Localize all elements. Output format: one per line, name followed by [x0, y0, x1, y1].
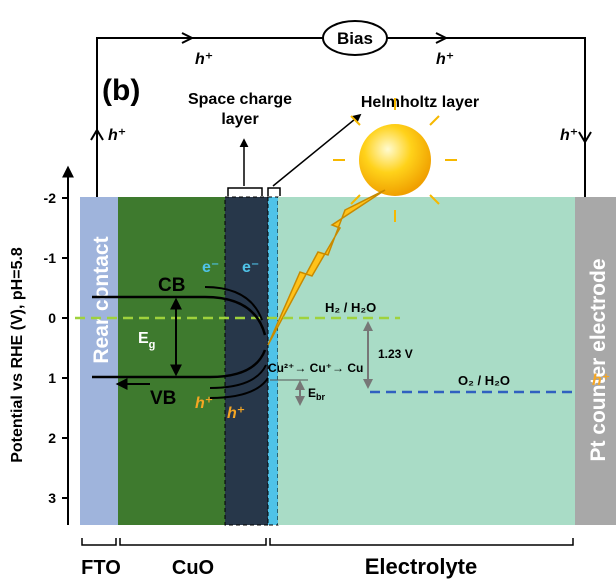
y-tick-label: 3 — [48, 490, 56, 506]
electron-label: e⁻ — [202, 259, 219, 276]
hole-label: h⁺ — [436, 51, 454, 68]
y-tick-label: 0 — [48, 310, 56, 326]
cb-label: CB — [158, 275, 185, 296]
hole-label: h⁺ — [560, 127, 578, 144]
hole-label: h⁺ — [195, 395, 213, 412]
fto-label: FTO — [81, 557, 121, 579]
circuit-wire — [97, 38, 585, 197]
rear-contact-label: Rear contact — [90, 236, 113, 363]
cuo-label: CuO — [172, 557, 214, 579]
electron-label: e⁻ — [242, 259, 259, 276]
hole-label: h⁺ — [592, 372, 610, 389]
y-tick-label: -2 — [44, 190, 57, 206]
y-tick-label: 1 — [48, 370, 56, 386]
space-charge-label: Space charge — [188, 91, 292, 108]
bracket — [228, 188, 262, 196]
helmholtz-label: Helmholtz layer — [361, 94, 479, 111]
space-charge-layer — [225, 197, 268, 525]
electrolyte-label: Electrolyte — [365, 554, 478, 579]
voltage-label: 1.23 V — [378, 347, 413, 361]
space-charge-label: layer — [221, 111, 258, 128]
panel-label: (b) — [102, 74, 140, 107]
cuo-layer — [118, 197, 225, 525]
bracket — [268, 188, 280, 196]
bias-label: Bias — [337, 29, 373, 48]
vb-label: VB — [150, 388, 176, 409]
hole-label: h⁺ — [227, 405, 245, 422]
pointer-arrow — [273, 115, 360, 186]
diagram: Bias h⁺ h⁺ h⁺ h⁺ (b) Space charge layer … — [0, 0, 616, 580]
page: {"panel_label": "(b)", "bias": "Bias", "… — [0, 0, 616, 580]
body: Bias h⁺ h⁺ h⁺ h⁺ (b) Space charge layer … — [0, 0, 616, 580]
y-tick-label: 2 — [48, 430, 56, 446]
y-axis-label: Potential vs RHE (V), pH=5.8 — [9, 247, 26, 463]
bracket — [120, 538, 266, 545]
copper-label: Cu²⁺→ Cu⁺→ Cu — [268, 361, 363, 375]
bracket — [82, 538, 116, 545]
bracket — [270, 538, 573, 545]
y-tick-label: -1 — [44, 250, 57, 266]
counter-electrode-label: Pt counter electrode — [587, 258, 610, 461]
y-ticks: -2 -1 0 1 2 3 — [44, 190, 68, 506]
hole-label: h⁺ — [195, 51, 213, 68]
h2-label: H₂ / H₂O — [325, 300, 376, 315]
o2-label: O₂ / H₂O — [458, 373, 510, 388]
hole-label: h⁺ — [108, 127, 126, 144]
